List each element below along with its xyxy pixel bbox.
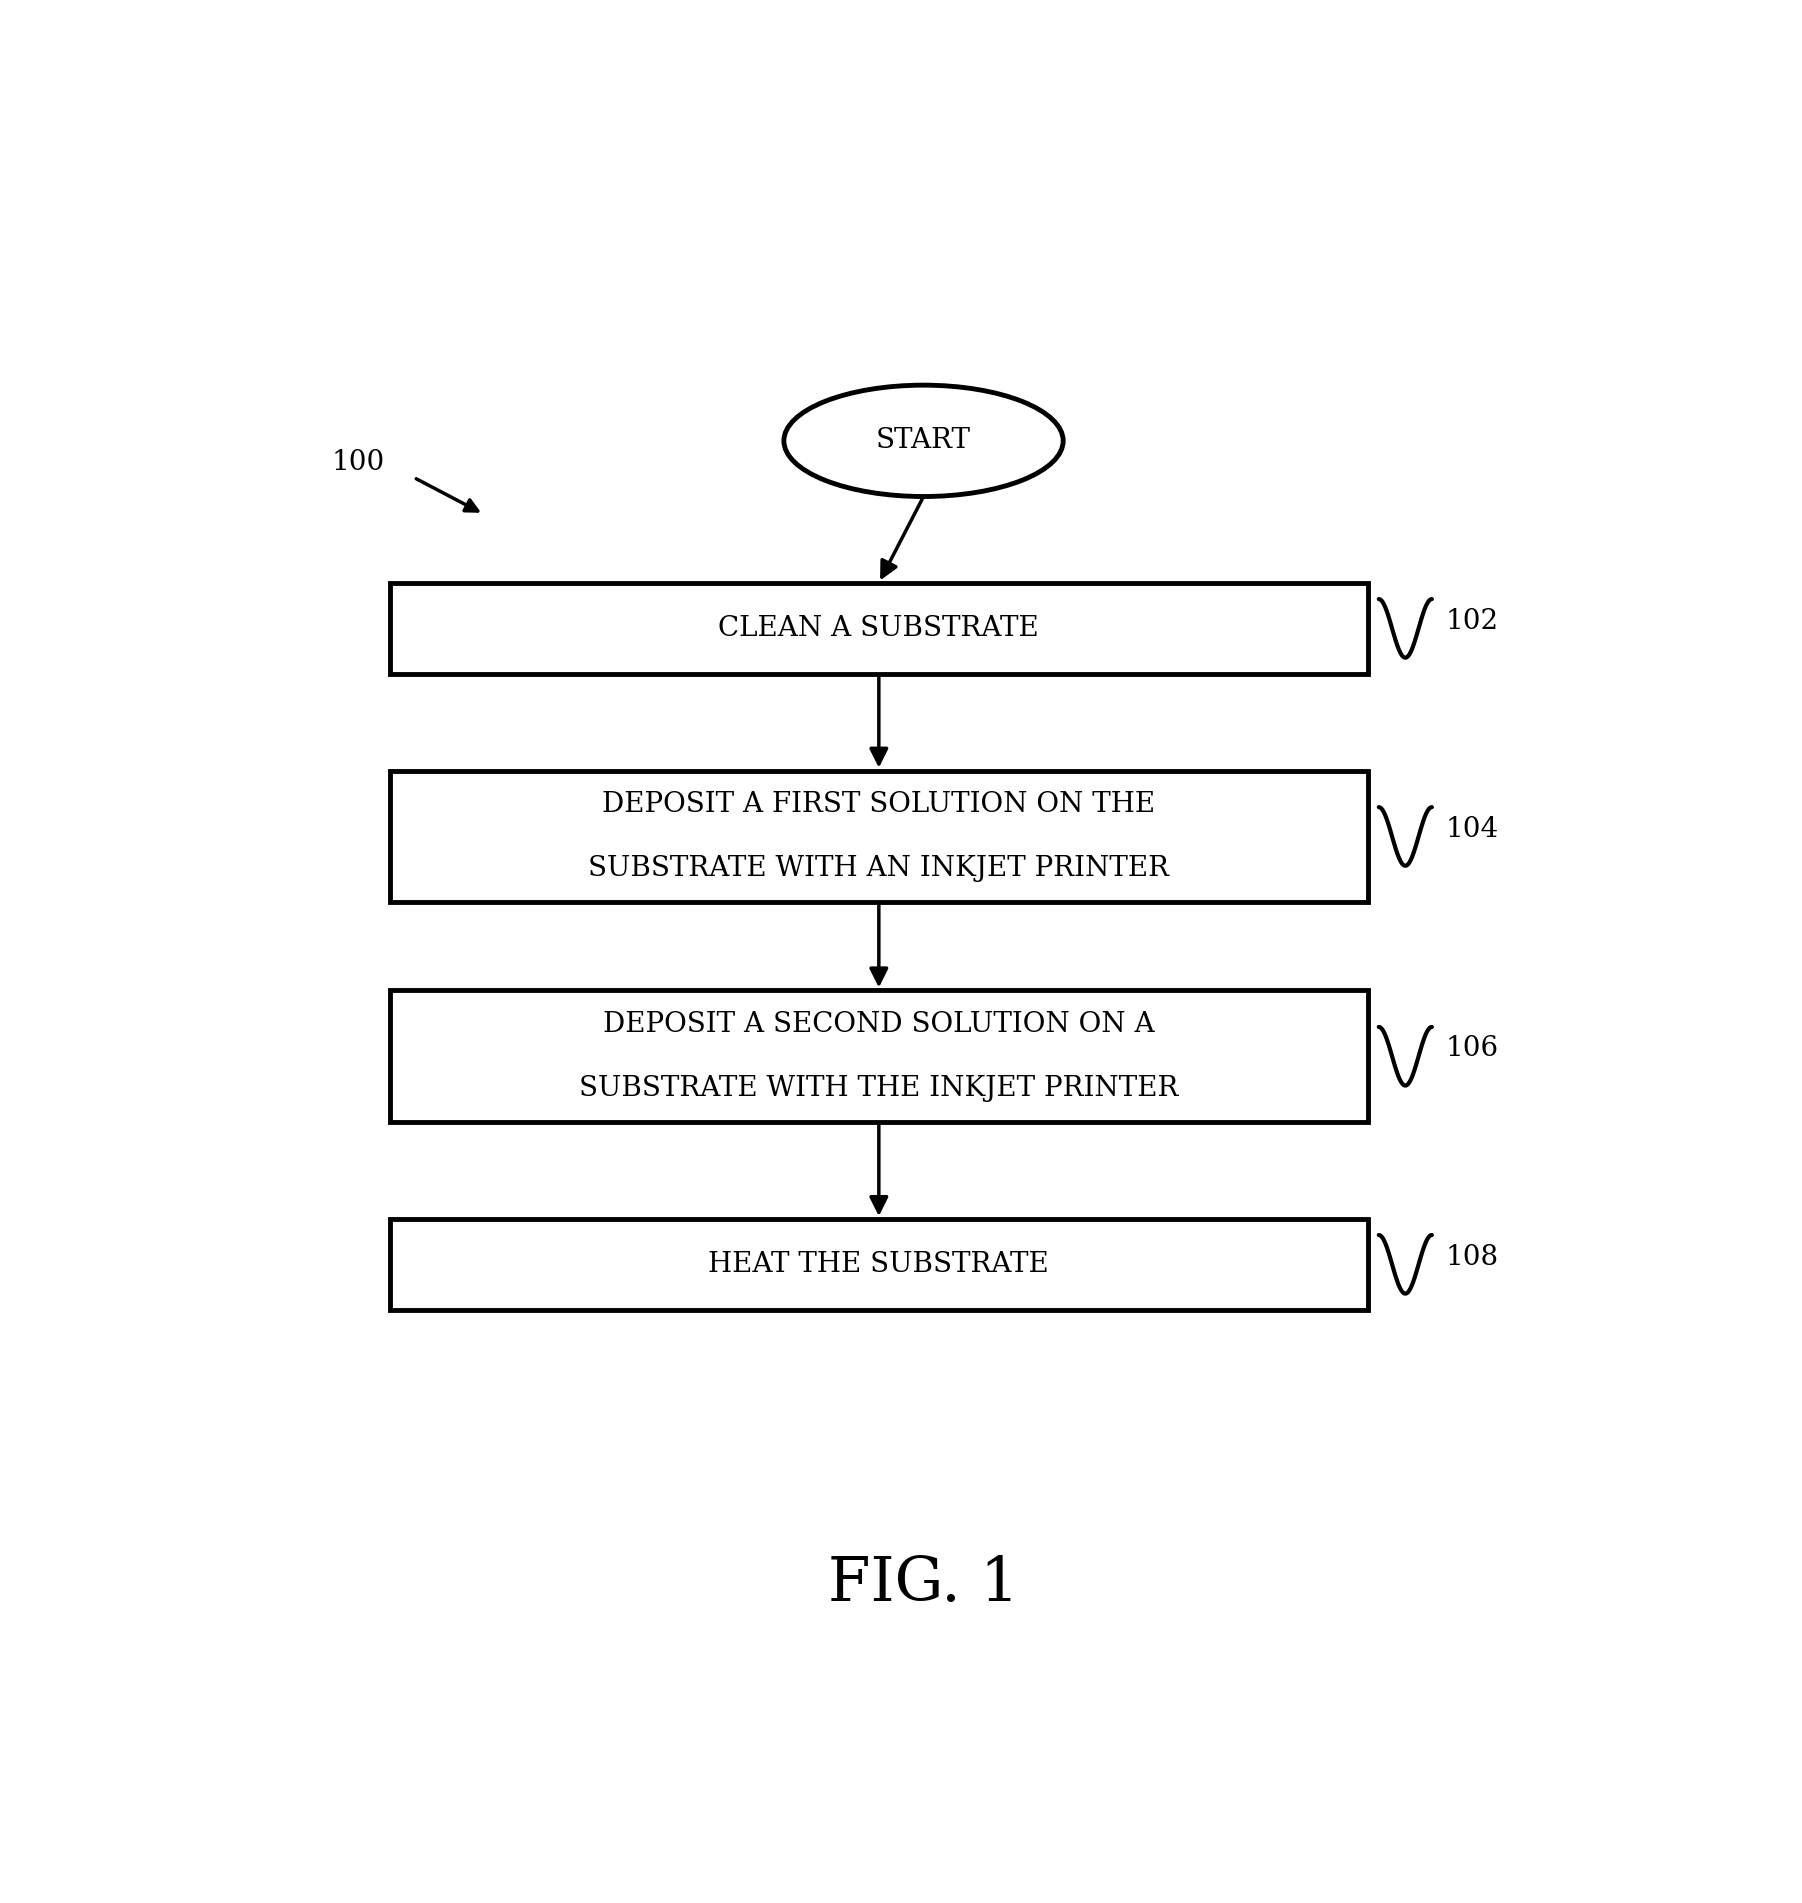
Bar (389, 990, 1368, 1123)
Bar (389, 771, 1368, 902)
Text: DEPOSIT A FIRST SOLUTION ON THE: DEPOSIT A FIRST SOLUTION ON THE (602, 792, 1155, 818)
Text: 108: 108 (1445, 1243, 1499, 1271)
Text: 104: 104 (1445, 816, 1499, 843)
Text: DEPOSIT A SECOND SOLUTION ON A: DEPOSIT A SECOND SOLUTION ON A (604, 1010, 1155, 1037)
Text: SUBSTRATE WITH THE INKJET PRINTER: SUBSTRATE WITH THE INKJET PRINTER (578, 1075, 1179, 1102)
Bar (389, 1220, 1368, 1309)
Text: CLEAN A SUBSTRATE: CLEAN A SUBSTRATE (719, 615, 1040, 641)
Bar (389, 582, 1368, 674)
Text: SUBSTRATE WITH AN INKJET PRINTER: SUBSTRATE WITH AN INKJET PRINTER (587, 854, 1169, 883)
Ellipse shape (784, 384, 1063, 497)
Text: HEAT THE SUBSTRATE: HEAT THE SUBSTRATE (708, 1250, 1049, 1277)
Text: 102: 102 (1445, 607, 1499, 634)
Text: START: START (876, 428, 971, 455)
Text: FIG. 1: FIG. 1 (829, 1553, 1018, 1614)
Text: 106: 106 (1445, 1035, 1499, 1062)
Text: 100: 100 (332, 449, 384, 476)
